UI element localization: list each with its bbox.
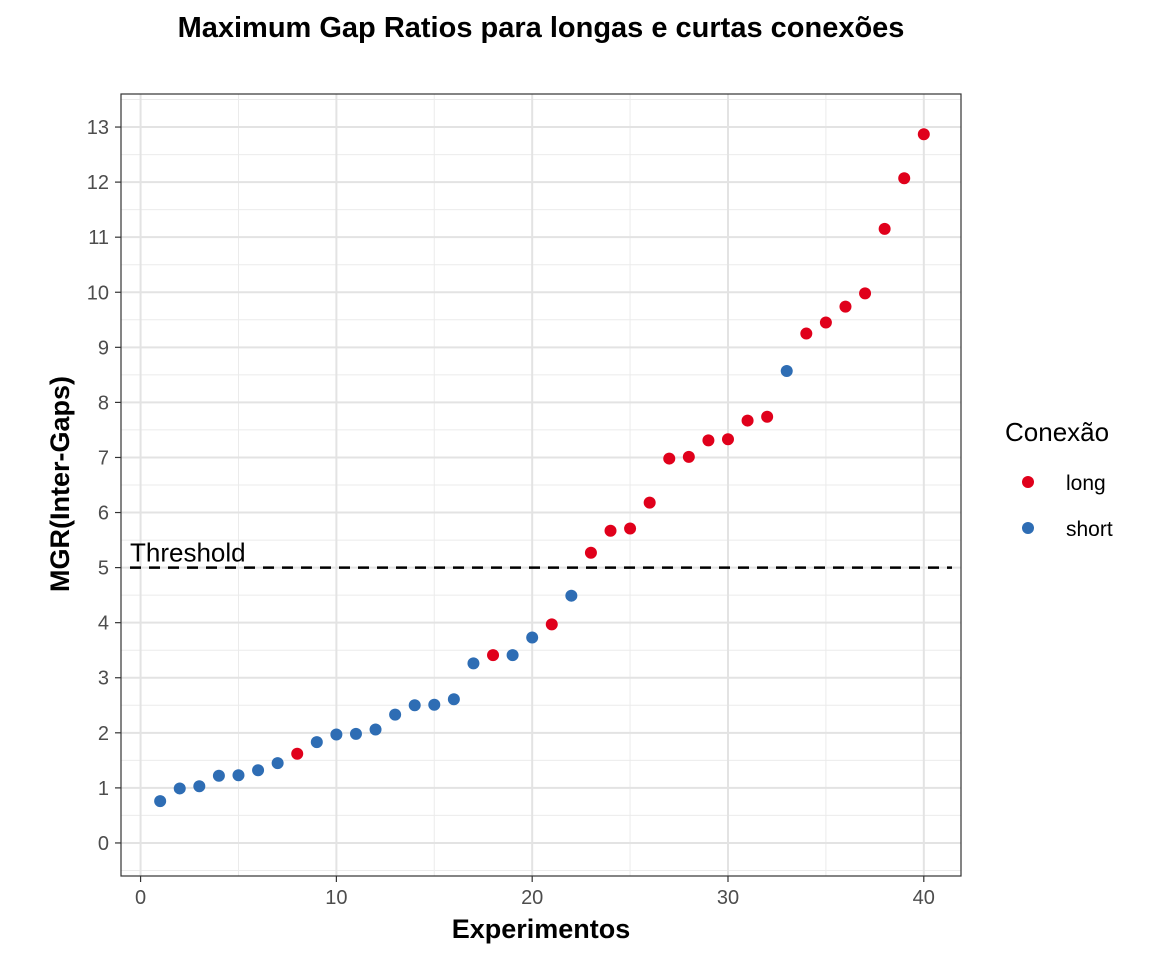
data-point-long (839, 300, 852, 313)
data-point-long (800, 327, 813, 340)
legend: Conexão long short (1005, 417, 1113, 541)
data-point-short (408, 699, 421, 712)
minor-gridlines (121, 94, 961, 876)
plot-panel: Threshold (120, 93, 962, 877)
data-point-long (761, 410, 774, 423)
data-point-long (859, 287, 872, 300)
data-point-short (193, 780, 206, 793)
y-tick-label: 3 (98, 668, 109, 690)
data-point-long (643, 496, 656, 509)
data-point-short (565, 589, 578, 602)
data-point-short (252, 764, 265, 777)
data-point-long (291, 747, 304, 760)
data-point-short (154, 795, 167, 808)
y-tick-label: 11 (88, 227, 109, 249)
data-point-long (819, 316, 832, 329)
data-point-short (526, 631, 539, 644)
legend-label-long: long (1066, 472, 1106, 495)
y-tick-label: 0 (98, 833, 109, 855)
data-point-short (780, 365, 793, 378)
data-point-short (369, 723, 382, 736)
legend-label-short: short (1066, 518, 1113, 541)
data-point-short (212, 769, 225, 782)
legend-title: Conexão (1005, 417, 1109, 447)
y-tick-label: 4 (98, 613, 109, 635)
data-point-short (447, 693, 460, 706)
y-tick-label: 7 (98, 447, 109, 469)
data-point-long (878, 222, 891, 235)
y-tick-label: 12 (87, 172, 109, 194)
data-point-short (173, 782, 186, 795)
panel-border (120, 93, 962, 877)
data-point-short (330, 728, 343, 741)
y-tick-label: 13 (87, 117, 109, 139)
x-tick-label: 20 (521, 887, 543, 909)
data-point-long (741, 414, 754, 427)
y-tick-label: 1 (98, 778, 109, 800)
chart-title: Maximum Gap Ratios para longas e curtas … (178, 12, 905, 44)
data-point-short (506, 649, 519, 662)
data-point-long (624, 522, 637, 535)
x-tick-label: 10 (325, 887, 347, 909)
data-point-short (232, 769, 245, 782)
legend-items: long short (1022, 472, 1113, 541)
y-axis-title: MGR(Inter-Gaps) (45, 376, 75, 592)
legend-key-long (1022, 476, 1034, 488)
data-point-long (604, 524, 617, 537)
data-point-long (487, 649, 500, 662)
data-point-short (389, 708, 402, 721)
x-tick-label: 0 (135, 887, 146, 909)
x-axis: 0 10 20 30 40 (135, 876, 935, 909)
y-tick-label: 6 (98, 503, 109, 525)
threshold-label: Threshold (130, 538, 246, 568)
y-tick-label: 9 (98, 337, 109, 359)
data-points (154, 128, 930, 808)
legend-key-short (1022, 522, 1034, 534)
data-point-short (310, 736, 323, 749)
data-point-long (898, 172, 911, 185)
data-point-short (349, 727, 362, 740)
data-point-long (682, 450, 695, 463)
major-gridlines (121, 94, 961, 876)
data-point-long (917, 128, 930, 141)
data-point-short (467, 657, 480, 670)
data-point-short (271, 757, 284, 770)
y-tick-label: 5 (98, 558, 109, 580)
y-tick-label: 8 (98, 392, 109, 414)
y-tick-label: 2 (98, 723, 109, 745)
x-tick-label: 40 (913, 887, 935, 909)
x-axis-title: Experimentos (452, 914, 631, 944)
data-point-short (428, 698, 441, 711)
x-tick-label: 30 (717, 887, 739, 909)
y-tick-label: 10 (87, 282, 109, 304)
data-point-long (702, 434, 715, 447)
data-point-long (663, 452, 676, 465)
data-point-long (584, 546, 597, 559)
data-point-long (721, 433, 734, 446)
data-point-long (545, 618, 558, 631)
